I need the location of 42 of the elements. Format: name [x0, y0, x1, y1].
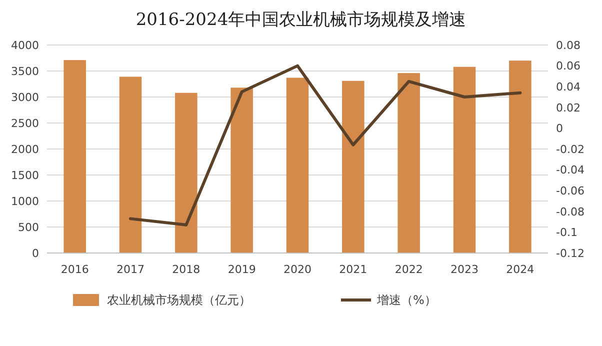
y-tick-label: 2000	[11, 142, 39, 156]
bar	[286, 78, 309, 253]
bar	[119, 76, 142, 253]
x-tick-label: 2022	[394, 263, 423, 276]
x-tick-label: 2020	[284, 263, 312, 276]
y-tick-label: 1500	[11, 168, 39, 182]
y-tick-label: 3500	[11, 64, 39, 78]
x-tick-label: 2023	[450, 263, 478, 276]
y2-tick-label: 0.08	[556, 38, 580, 52]
bar	[509, 60, 532, 253]
y2-tick-label: 0	[556, 122, 563, 136]
legend-label: 农业机械市场规模（亿元）	[107, 293, 251, 308]
line-series	[129, 64, 522, 226]
y2-tick-label: 0.06	[556, 60, 580, 73]
y-tick-label: 3000	[11, 90, 39, 104]
chart-title: 2016-2024年中国农业机械市场规模及增速	[136, 10, 466, 30]
bar	[175, 92, 198, 253]
bar	[342, 80, 364, 253]
y2-tick-label: 0.02	[556, 101, 580, 114]
bar	[64, 60, 86, 253]
y2-tick-label: 0.04	[556, 80, 580, 94]
y2-tick-label: -0.06	[556, 184, 584, 198]
x-tick-label: 2017	[116, 263, 144, 276]
y2-tick-label: -0.08	[556, 205, 584, 218]
y2-tick-label: -0.1	[556, 226, 578, 240]
x-tick-label: 2018	[172, 263, 200, 276]
y-tick-label: 500	[18, 220, 39, 234]
y-tick-label: 2500	[11, 116, 39, 130]
bar	[230, 88, 253, 253]
bar	[398, 73, 420, 253]
x-tick-label: 2024	[506, 263, 534, 276]
y-tick-label: 1000	[11, 194, 39, 208]
bar	[453, 66, 476, 253]
y2-tick-label: -0.12	[556, 246, 584, 260]
y-tick-label: 4000	[11, 38, 39, 52]
x-tick-label: 2019	[228, 263, 256, 276]
y2-tick-label: -0.04	[556, 164, 584, 177]
x-tick-label: 2016	[60, 263, 89, 276]
y2-tick-label: -0.02	[556, 142, 584, 156]
legend-label: 增速（%）	[376, 293, 436, 308]
y-tick-label: 0	[32, 246, 39, 260]
x-tick-label: 2021	[339, 263, 368, 276]
